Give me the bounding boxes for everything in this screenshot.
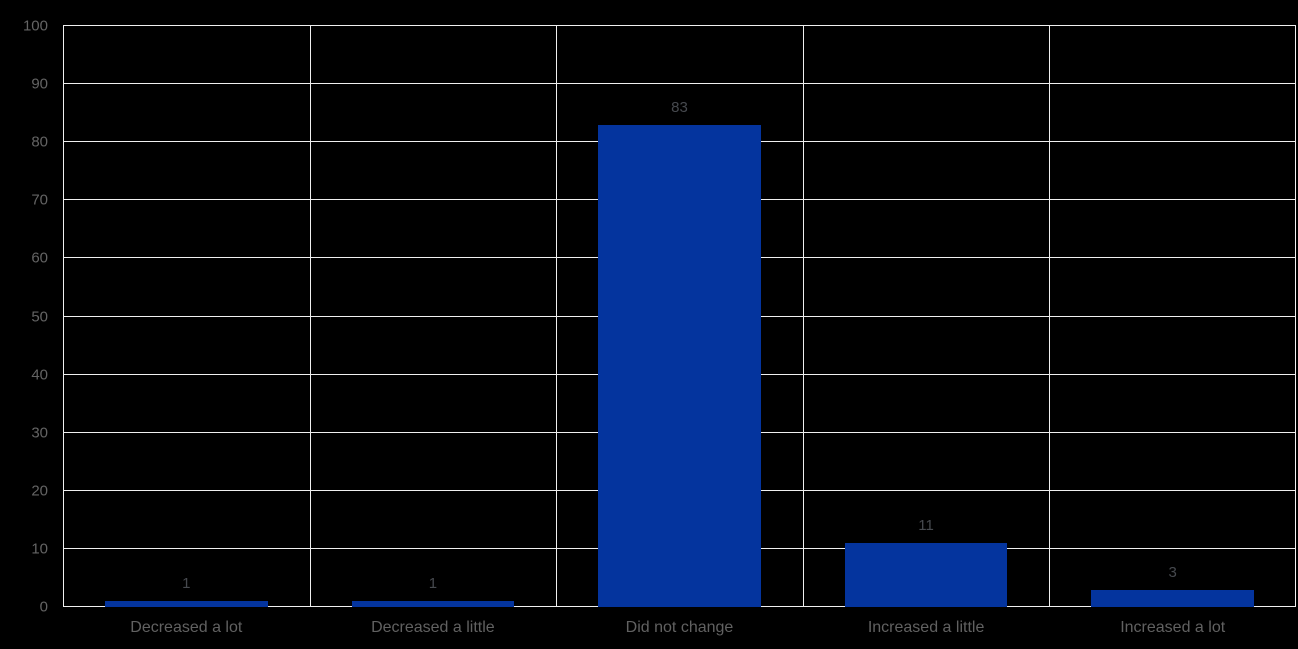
y-axis-tick-label: 50 (31, 308, 48, 325)
bar (598, 124, 761, 607)
gridline-vertical (1049, 26, 1051, 607)
y-axis-tick-label: 80 (31, 133, 48, 151)
x-axis-category-label: Increased a lot (1120, 619, 1226, 636)
x-axis-category-label: Decreased a lot (130, 619, 243, 636)
y-axis-tick-label: 60 (31, 249, 48, 267)
plot-area: 0 10 20 30 40 50 60 70 80 90 100 1 Decreased a lot 1 D… (23, 19, 1296, 636)
gridline-vertical (1294, 26, 1296, 607)
y-axis-tick-label: 70 (31, 191, 48, 209)
gridline-horizontal (63, 25, 1296, 26)
x-axis-category-label: Increased a little (867, 619, 985, 636)
bar-value-label: 1 (428, 575, 438, 593)
bar (1091, 589, 1255, 607)
bar-value-label: 3 (1168, 563, 1177, 581)
y-axis-tick-label: 90 (31, 75, 48, 93)
x-axis-category-label: Did not change (625, 619, 734, 636)
y-axis-tick-label: 30 (31, 424, 48, 442)
y-axis-tick-label: 100 (22, 17, 48, 35)
bar (104, 601, 268, 607)
bar-value-label: 11 (918, 517, 934, 535)
gridline-horizontal (63, 83, 1296, 85)
bar-value-label: 83 (671, 98, 688, 116)
y-axis-tick-label: 20 (31, 482, 48, 500)
y-axis-tick-label: 40 (31, 366, 48, 384)
gridline-vertical (309, 26, 311, 607)
gridline-vertical (802, 26, 804, 607)
y-axis-tick-label: 10 (31, 540, 48, 558)
bar (351, 601, 515, 607)
y-axis-tick-label: 0 (39, 598, 48, 616)
bar-value-label: 1 (182, 575, 191, 593)
bar (844, 543, 1008, 607)
gridline-vertical (556, 26, 558, 607)
x-axis-category-label: Decreased a little (371, 619, 495, 636)
gridline-vertical (63, 26, 64, 607)
